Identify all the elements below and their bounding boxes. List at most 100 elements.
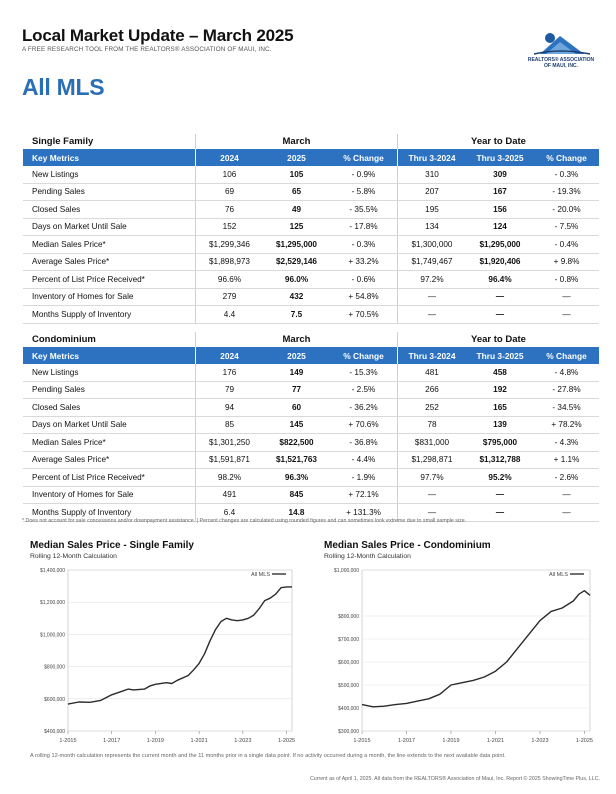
plot-frame [67,569,293,732]
metric-label: Percent of List Price Received* [23,270,196,289]
ytd-2024-value: $1,298,871 [397,451,466,469]
y-tick-label: $1,000,000 [40,632,65,638]
col-2025: 2025 [263,347,330,364]
ytd-pct-change: + 9.8% [534,253,599,271]
y-tick-label: $400,000 [338,706,359,712]
ytd-period-header: Year to Date [397,332,599,347]
ytd-pct-change: - 2.6% [534,468,599,487]
col-2025: 2025 [263,149,330,166]
metric-label: New Listings [23,364,196,382]
table-row: New Listings 106 105- 0.9% 310 309- 0.3% [23,166,599,184]
x-tick-label: 1-2023 [531,738,548,744]
association-logo [533,33,591,55]
ytd-pct-change: - 0.3% [534,166,599,184]
table-row: Days on Market Until Sale 85 145 + 70.6% 78 1… [23,416,599,434]
y-tick-label: $600,000 [44,697,65,703]
ytd-2025-value: — [466,288,534,306]
metric-label: Days on Market Until Sale [23,416,196,434]
ytd-2025-value: — [466,503,534,522]
month-2025-value: 7.5 [263,305,330,324]
ytd-2025-value: $1,295,000 [466,235,534,254]
table-row: Median Sales Price* $1,301,250 $822,500- 3… [23,433,599,452]
x-tick-label: 1-2023 [234,738,251,744]
table-row: Percent of List Price Received* 96.6% 96.0… [23,270,599,289]
ytd-2025-value: 165 [466,398,534,417]
table-row: Percent of List Price Received* 98.2% 96.3… [23,468,599,487]
section-label: Single Family [32,136,94,147]
page-subtitle: A FREE RESEARCH TOOL FROM THE REALTORS® … [22,46,272,53]
ytd-pct-change: - 19.3% [534,183,599,201]
metric-label: Closed Sales [23,200,196,219]
month-2024-value: 76 [195,200,263,219]
metric-label: Closed Sales [23,398,196,417]
y-tick-label: $800,000 [44,665,65,671]
table-row: Months Supply of Inventory 4.4 7.5 + 70.5% —… [23,305,599,324]
table-row: New Listings 176 149- 15.3% 481 458- 4.8% [23,364,599,382]
page-footer: Current as of April 1, 2025. All data fr… [309,776,600,782]
metric-label: Average Sales Price* [23,451,196,469]
y-tick-label: $600,000 [338,660,359,666]
month-2024-value: 152 [195,218,263,236]
x-tick-label: 1-2017 [398,738,415,744]
month-pct-change: - 0.3% [330,235,398,254]
col-thru-2025: Thru 3-2025 [466,149,534,166]
x-tick-label: 1-2021 [191,738,208,744]
ytd-2024-value: 266 [397,381,466,399]
x-tick-label: 1-2025 [278,738,295,744]
metric-label: Pending Sales [23,183,196,201]
table-row: Inventory of Homes for Sale 491 845 + 72.1%… [23,486,599,504]
month-pct-change: + 33.2% [330,253,398,271]
y-tick-label: $1,200,000 [40,600,65,606]
metric-label: New Listings [23,166,196,184]
ytd-2025-value: — [466,305,534,324]
month-2025-value: 14.8 [263,503,330,522]
month-pct-change: - 36.8% [330,433,398,452]
chart-note: A rolling 12-month calculation represent… [30,753,506,759]
metric-label: Months Supply of Inventory [23,305,196,324]
ytd-2024-value: $831,000 [397,433,466,452]
x-tick-label: 1-2019 [442,738,459,744]
month-pct-change: - 1.9% [330,468,398,487]
month-2025-value: 49 [263,200,330,219]
ytd-pct-change: — [534,503,599,522]
x-tick-label: 1-2015 [59,738,76,744]
area-heading: All MLS [22,74,105,100]
table-row: Median Sales Price* $1,299,346 $1,295,000 -… [23,235,599,254]
month-2024-value: 6.4 [195,503,263,522]
month-2025-value: 149 [263,364,330,382]
ytd-2024-value: 78 [397,416,466,434]
month-2024-value: $1,299,346 [195,235,263,254]
month-2024-value: $1,591,871 [195,451,263,469]
ytd-pct-change: + 1.1% [534,451,599,469]
table-row: Days on Market Until Sale 152 125- 17.8% 13… [23,218,599,236]
metric-label: Median Sales Price* [23,235,196,254]
month-2024-value: 279 [195,288,263,306]
month-2025-value: 96.0% [263,270,330,289]
ytd-pct-change: - 27.8% [534,381,599,399]
month-pct-change: + 54.8% [330,288,398,306]
ytd-pct-change: - 4.8% [534,364,599,382]
month-pct-change: - 15.3% [330,364,398,382]
y-tick-label: $300,000 [338,729,359,735]
ytd-pct-change: - 34.5% [534,398,599,417]
col-ytd-pct-change: % Change [534,149,599,166]
month-2025-value: $822,500 [263,433,330,452]
ytd-2024-value: — [397,486,466,504]
key-metrics-header: Key Metrics [23,347,196,364]
month-2024-value: 106 [195,166,263,184]
month-2025-value: 145 [263,416,330,434]
month-2024-value: 79 [195,381,263,399]
table-row: Inventory of Homes for Sale 279 432 + 54.8%… [23,288,599,306]
table-footnote: * Does not account for sale concessions … [22,518,467,524]
month-2024-value: 94 [195,398,263,417]
plot-frame [361,569,591,732]
x-tick-label: 1-2017 [103,738,120,744]
ytd-2025-value: 458 [466,364,534,382]
month-pct-change: - 5.8% [330,183,398,201]
col-thru-2025: Thru 3-2025 [466,347,534,364]
ytd-2025-value: 95.2% [466,468,534,487]
col-thru-2024: Thru 3-2024 [397,347,466,364]
month-2025-value: 125 [263,218,330,236]
ytd-2024-value: — [397,305,466,324]
month-pct-change: + 72.1% [330,486,398,504]
